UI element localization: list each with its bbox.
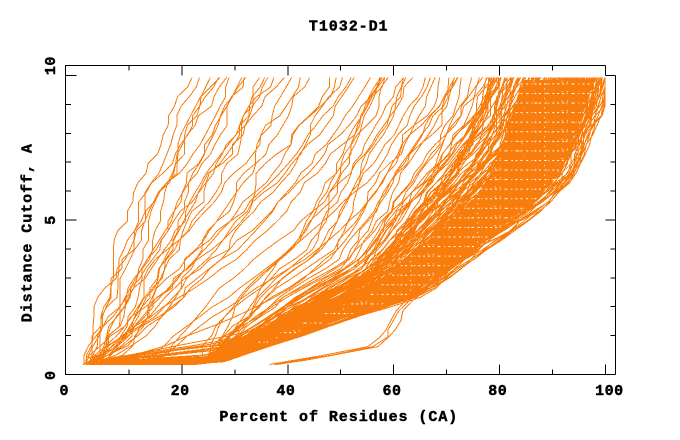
svg-text:10: 10 [43, 56, 60, 75]
svg-text:40: 40 [276, 383, 295, 400]
svg-text:100: 100 [595, 383, 624, 400]
svg-text:0: 0 [60, 383, 70, 400]
svg-text:80: 80 [488, 383, 507, 400]
svg-text:T1032-D1: T1032-D1 [309, 19, 389, 36]
svg-text:5: 5 [43, 215, 60, 225]
svg-text:20: 20 [171, 383, 190, 400]
svg-text:Distance Cutoff, A: Distance Cutoff, A [19, 143, 36, 322]
svg-text:60: 60 [382, 383, 401, 400]
svg-text:Percent of Residues (CA): Percent of Residues (CA) [219, 409, 458, 426]
svg-text:0: 0 [43, 370, 60, 380]
